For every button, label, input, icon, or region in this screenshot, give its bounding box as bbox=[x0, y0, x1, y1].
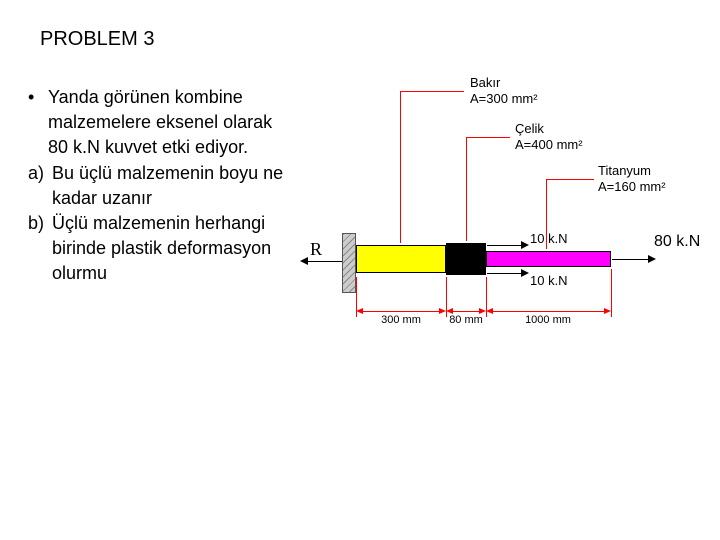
fixed-wall bbox=[342, 233, 356, 293]
dim-line bbox=[361, 311, 441, 312]
leader-line bbox=[400, 91, 401, 243]
question-a-text: Bu üçlü malzemenin boyu ne kadar uzanır bbox=[52, 161, 288, 211]
segment-titanium bbox=[486, 251, 611, 267]
diagram-area: Bakır A=300 mm² Çelik A=400 mm² Titanyum… bbox=[300, 75, 710, 375]
question-b-text: Üçlü malzemenin herhangi birinde plastik… bbox=[52, 211, 288, 287]
bullet-icon: • bbox=[28, 85, 48, 161]
force-end-arrow bbox=[612, 259, 650, 260]
dim-line bbox=[451, 311, 481, 312]
force-mid-top-arrow bbox=[487, 245, 523, 246]
segment-steel bbox=[446, 243, 486, 275]
force-end-label: 80 k.N bbox=[654, 233, 700, 251]
leader-line bbox=[466, 137, 467, 241]
segment-copper bbox=[356, 245, 446, 273]
leader-line bbox=[400, 91, 464, 92]
question-b-label: b) bbox=[28, 211, 52, 287]
dim-arrow-icon bbox=[486, 308, 493, 314]
reaction-label: R bbox=[310, 239, 322, 260]
leader-line bbox=[466, 137, 510, 138]
arrow-head-icon bbox=[300, 257, 308, 265]
problem-bullet: Yanda görünen kombine malzemelere eksene… bbox=[48, 85, 288, 161]
material-3-label: Titanyum A=160 mm² bbox=[598, 163, 666, 196]
dim-arrow-icon bbox=[439, 308, 446, 314]
arrow-head-icon bbox=[648, 255, 656, 263]
leader-line bbox=[546, 179, 594, 180]
problem-text: • Yanda görünen kombine malzemelere ekse… bbox=[28, 85, 288, 287]
question-a-label: a) bbox=[28, 161, 52, 211]
dim-3-label: 1000 mm bbox=[518, 314, 578, 326]
dim-1-label: 300 mm bbox=[376, 314, 426, 326]
force-mid-bottom-label: 10 k.N bbox=[530, 273, 568, 288]
force-mid-bottom-arrow bbox=[487, 273, 523, 274]
dim-line bbox=[491, 311, 606, 312]
material-2-label: Çelik A=400 mm² bbox=[515, 121, 583, 154]
dim-2-label: 80 mm bbox=[446, 314, 486, 326]
page-title: PROBLEM 3 bbox=[40, 28, 154, 51]
force-mid-top-label: 10 k.N bbox=[530, 231, 568, 246]
dim-ext-line bbox=[611, 269, 612, 317]
dim-arrow-icon bbox=[604, 308, 611, 314]
reaction-arrow bbox=[306, 261, 342, 262]
arrow-head-icon bbox=[521, 269, 529, 277]
material-1-label: Bakır A=300 mm² bbox=[470, 75, 538, 108]
dim-arrow-icon bbox=[356, 308, 363, 314]
arrow-head-icon bbox=[521, 241, 529, 249]
